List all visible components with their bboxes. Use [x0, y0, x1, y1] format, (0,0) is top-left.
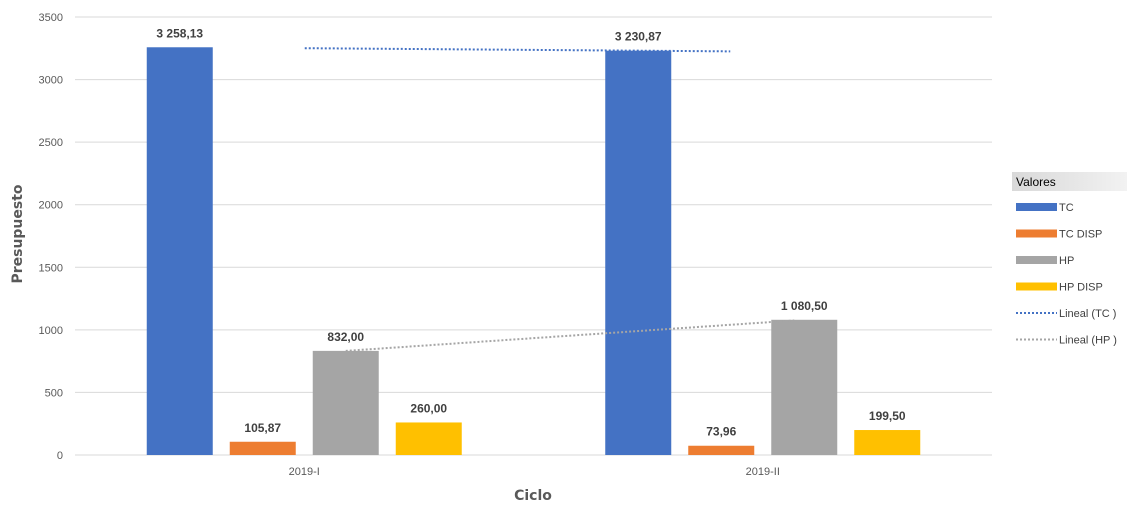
legend-swatch: [1016, 229, 1057, 238]
x-axis-title: Ciclo: [514, 488, 552, 504]
gridlines: [75, 16, 992, 456]
y-tick-label: 500: [45, 387, 63, 399]
x-tick-label: 2019-I: [289, 466, 320, 478]
legend-title: Valores: [1016, 175, 1056, 189]
y-tick-label: 3000: [39, 75, 63, 87]
data-label: 199,50: [869, 409, 906, 423]
data-label: 105,87: [244, 421, 281, 435]
data-label: 832,00: [327, 330, 364, 344]
y-tick-label: 1000: [39, 325, 63, 337]
bar-hp-disp: [395, 422, 462, 455]
legend: Valores TC TC DISP HP HP DISP Lineal (TC ) Li…: [1012, 172, 1127, 347]
legend-swatch: [1016, 282, 1057, 291]
bar-hp: [312, 350, 379, 455]
data-label: 1 080,50: [781, 299, 828, 313]
legend-entry: Lineal (TC ): [1059, 308, 1116, 320]
bar-hp: [771, 319, 838, 455]
data-label: 3 230,87: [615, 30, 662, 44]
bar-tc: [146, 47, 213, 455]
y-tick-label: 0: [57, 450, 63, 462]
y-axis-title: Presupuesto: [10, 184, 26, 283]
data-label: 3 258,13: [156, 26, 203, 40]
bar-tc-disp: [688, 445, 755, 455]
legend-entry: TC DISP: [1059, 229, 1102, 241]
bars: [146, 47, 921, 456]
bar-tc: [605, 50, 672, 456]
trendline-hp: [345, 319, 795, 352]
legend-entry: TC: [1059, 202, 1074, 214]
y-tick-label: 2000: [39, 200, 63, 212]
legend-swatch: [1016, 203, 1057, 211]
legend-swatch: [1016, 256, 1057, 264]
bar-hp-disp: [854, 430, 921, 455]
x-axis-ticks: 2019-I 2019-II: [289, 466, 780, 478]
bar-tc-disp: [229, 441, 296, 455]
y-axis-ticks: 0 500 1000 1500 2000 2500 3000 3500: [39, 12, 63, 462]
y-tick-label: 3500: [39, 12, 63, 24]
trendlines: [304, 47, 795, 352]
data-label: 260,00: [410, 401, 447, 415]
trendline-tc: [304, 47, 731, 53]
x-tick-label: 2019-II: [746, 466, 780, 478]
legend-header-bg: [1012, 172, 1127, 191]
legend-entry: Lineal (HP ): [1059, 335, 1117, 347]
y-tick-label: 1500: [39, 262, 63, 274]
data-label: 73,96: [706, 425, 736, 439]
legend-entry: HP: [1059, 255, 1074, 267]
data-labels: 3 258,13 105,87 832,00 260,00 3 230,87 73,96 1…: [156, 26, 906, 438]
legend-entry: HP DISP: [1059, 282, 1103, 294]
y-tick-label: 2500: [39, 137, 63, 149]
